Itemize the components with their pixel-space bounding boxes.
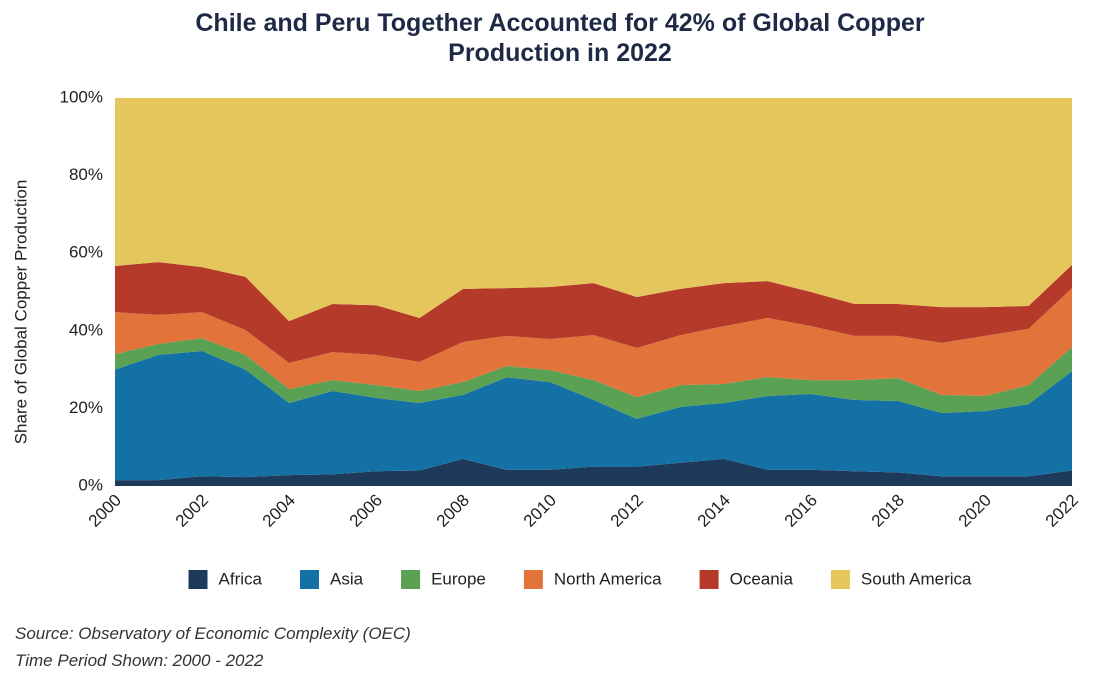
x-tick-label: 2004: [259, 491, 299, 531]
x-tick-label: 2008: [433, 491, 473, 531]
legend-swatch: [401, 570, 421, 589]
legend-label: North America: [554, 569, 662, 588]
x-tick-label: 2010: [520, 491, 560, 531]
legend-label: Oceania: [730, 569, 794, 588]
y-tick-label: 40%: [69, 320, 103, 339]
y-tick-label: 20%: [69, 398, 103, 417]
x-tick-label: 2012: [607, 491, 647, 531]
x-tick-label: 2016: [781, 491, 821, 531]
y-tick-label: 60%: [69, 243, 103, 262]
x-tick-label: 2020: [955, 491, 995, 531]
y-tick-label: 0%: [78, 475, 103, 494]
y-tick-label: 100%: [60, 87, 103, 106]
time-period-note: Time Period Shown: 2000 - 2022: [15, 651, 264, 670]
area: [115, 350, 1072, 481]
legend-swatch: [188, 570, 208, 589]
legend-label: Asia: [330, 569, 364, 588]
x-tick-label: 2002: [172, 491, 212, 531]
y-tick-label: 80%: [69, 165, 103, 184]
legend-swatch: [299, 570, 319, 589]
area: [115, 338, 1072, 419]
legend-label: Europe: [431, 569, 486, 588]
area: [115, 288, 1072, 398]
legend-label: Africa: [219, 569, 263, 588]
x-tick-label: 2006: [346, 491, 386, 531]
x-tick-label: 2018: [868, 491, 908, 531]
chart-title: Chile and Peru Together Accounted for 42…: [195, 9, 925, 67]
legend-swatch: [699, 570, 719, 589]
area: [115, 458, 1072, 486]
x-tick-label: 2014: [694, 491, 734, 531]
source-note: Source: Observatory of Economic Complexi…: [15, 624, 411, 643]
x-tick-label: 2022: [1042, 491, 1082, 531]
area: [115, 98, 1072, 322]
x-tick-label: 2000: [85, 491, 125, 531]
y-axis-label: Share of Global Copper Production: [11, 180, 30, 445]
area: [115, 262, 1072, 364]
legend-swatch: [830, 570, 850, 589]
legend-swatch: [523, 570, 543, 589]
legend-label: South America: [861, 569, 972, 588]
